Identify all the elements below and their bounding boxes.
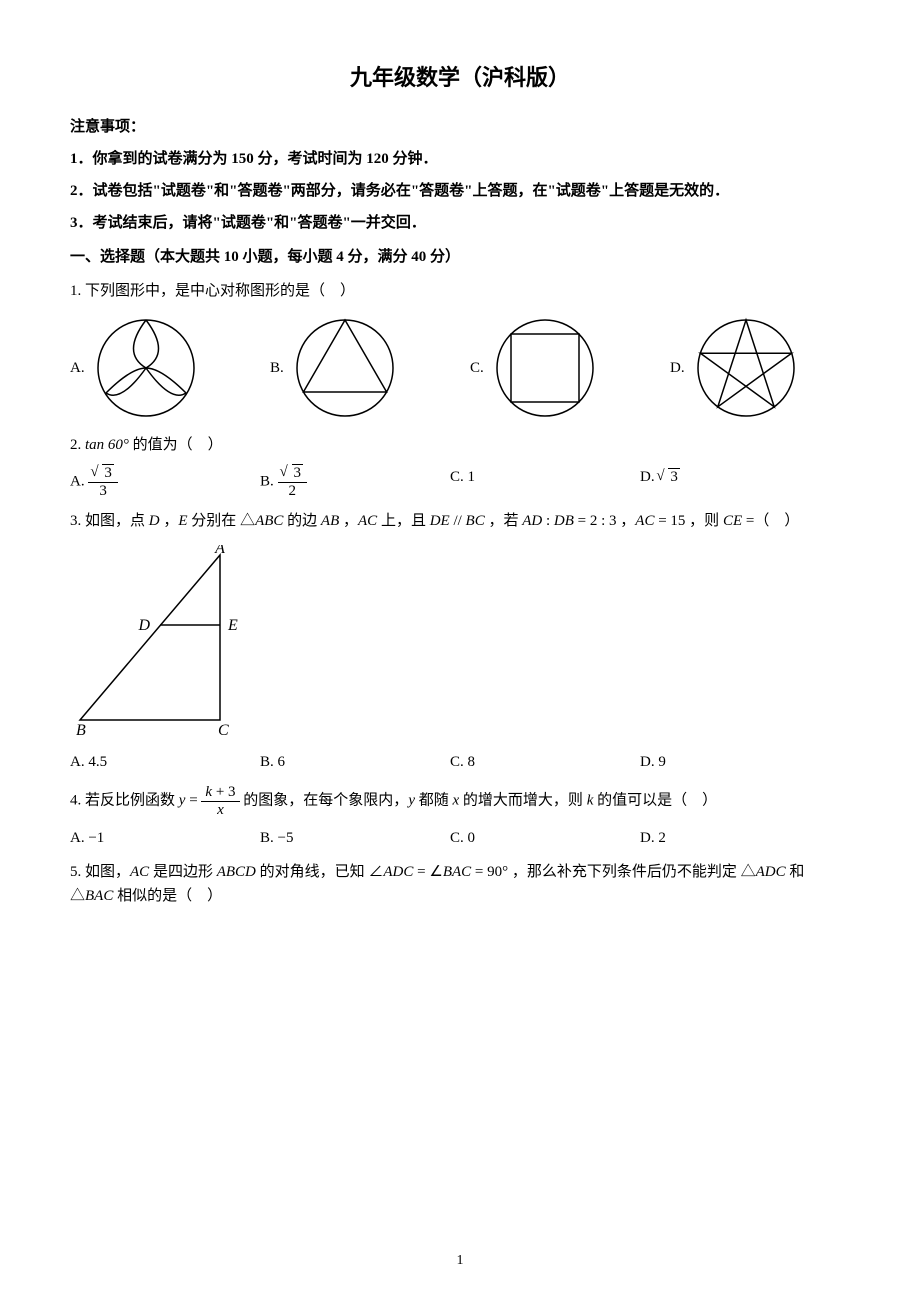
q2-sqrt-d: 3	[658, 465, 680, 489]
q2-stem: 2. tan 60° 的值为（ ）	[70, 433, 850, 457]
q4-option-d: D. 2	[640, 826, 830, 850]
notice-header: 注意事项：	[70, 115, 850, 139]
q1-label-c: C.	[470, 356, 484, 380]
q3-option-c: C. 8	[450, 750, 640, 774]
q2-option-d: D. 3	[640, 465, 830, 499]
q1-label-d: D.	[670, 356, 685, 380]
q2-stem-post: 的值为（ ）	[129, 437, 223, 453]
q2-stem-mid: tan 60°	[85, 437, 129, 453]
q2-option-b: B. 32	[260, 465, 450, 499]
notice-1: 1．你拿到的试卷满分为 150 分，考试时间为 120 分钟．	[70, 147, 850, 171]
notice-3: 3．考试结束后，请将"试题卷"和"答题卷"一并交回．	[70, 211, 850, 235]
q3-options: A. 4.5 B. 6 C. 8 D. 9	[70, 750, 850, 774]
q4-option-c: C. 0	[450, 826, 640, 850]
notice-2: 2．试卷包括"试题卷"和"答题卷"两部分，请务必在"答题卷"上答题，在"试题卷"…	[70, 179, 850, 203]
q1-label-a: A.	[70, 356, 85, 380]
q2-label-b: B.	[260, 474, 274, 490]
q4-option-a: A. −1	[70, 826, 260, 850]
section-1-header: 一、选择题（本大题共 10 小题，每小题 4 分，满分 40 分）	[70, 245, 850, 269]
q2-stem-pre: 2.	[70, 437, 85, 453]
svg-text:D: D	[137, 617, 150, 634]
q4-stem: 4. 若反比例函数 y = k + 3x 的图象，在每个象限内，y 都随 x 的…	[70, 784, 850, 818]
q1-option-a: A.	[70, 313, 270, 423]
q2-frac-a: 33	[88, 465, 118, 499]
q1-option-c: C.	[470, 313, 670, 423]
page-number: 1	[457, 1250, 464, 1272]
q1-label-b: B.	[270, 356, 284, 380]
q3-diagram: A D E B C	[70, 545, 850, 740]
q2-label-d: D.	[640, 469, 655, 485]
q1-option-b: B.	[270, 313, 470, 423]
q4-stem-pre: 4. 若反比例函数	[70, 793, 179, 809]
q1-figure-a	[91, 313, 201, 423]
q1-options: A. B. C. D.	[70, 313, 850, 423]
svg-text:A: A	[214, 545, 225, 557]
svg-text:B: B	[76, 722, 86, 739]
q1-stem: 1. 下列图形中，是中心对称图形的是（ ）	[70, 279, 850, 303]
q1-option-d: D.	[670, 313, 850, 423]
q1-figure-c	[490, 313, 600, 423]
q1-figure-d	[691, 313, 801, 423]
q3-option-b: B. 6	[260, 750, 450, 774]
page-title: 九年级数学（沪科版）	[70, 60, 850, 95]
q3-stem-text: 3. 如图，点 D ，E 分别在 △ABC 的边 AB ，AC 上，且 DE /…	[70, 513, 799, 529]
q4-options: A. −1 B. −5 C. 0 D. 2	[70, 826, 850, 850]
q5-stem-text: 5. 如图，AC 是四边形 ABCD 的对角线，已知 ∠ADC = ∠BAC =…	[70, 864, 804, 904]
q1-figure-b	[290, 313, 400, 423]
q3-stem: 3. 如图，点 D ，E 分别在 △ABC 的边 AB ，AC 上，且 DE /…	[70, 509, 850, 533]
svg-text:E: E	[227, 617, 238, 634]
q4-option-b: B. −5	[260, 826, 450, 850]
q2-label-a: A.	[70, 474, 85, 490]
q2-option-a: A. 33	[70, 465, 260, 499]
q2-options: A. 33 B. 32 C. 1 D. 3	[70, 465, 850, 499]
svg-text:C: C	[218, 722, 229, 739]
q4-stem-post: 的图象，在每个象限内，y 都随 x 的增大而增大，则 k 的值可以是（ ）	[240, 793, 718, 809]
q3-option-d: D. 9	[640, 750, 830, 774]
q5-stem: 5. 如图，AC 是四边形 ABCD 的对角线，已知 ∠ADC = ∠BAC =…	[70, 860, 850, 908]
q2-option-c: C. 1	[450, 465, 640, 499]
q2-frac-b: 32	[278, 465, 308, 499]
q3-option-a: A. 4.5	[70, 750, 260, 774]
